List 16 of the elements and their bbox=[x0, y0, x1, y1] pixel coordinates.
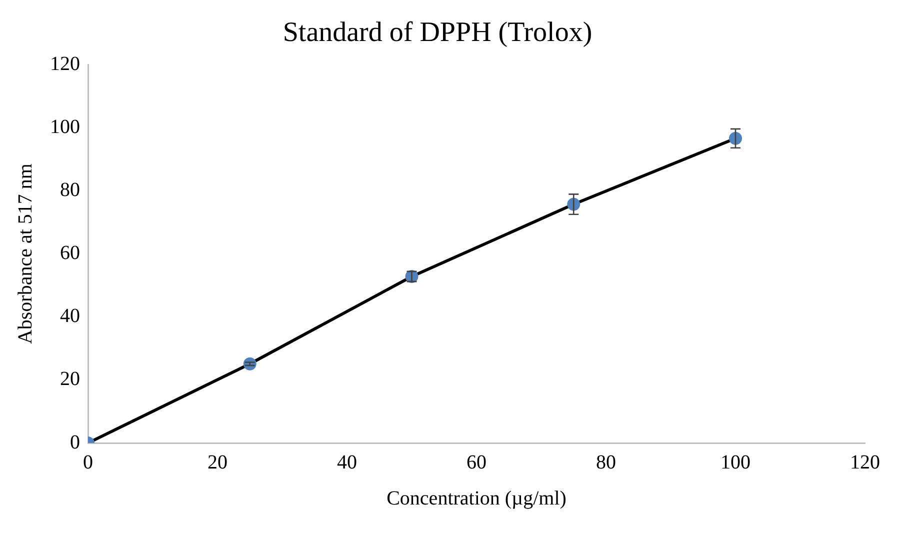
x-tick-label: 60 bbox=[466, 451, 486, 474]
y-tick-label: 20 bbox=[60, 368, 80, 390]
x-tick-label: 40 bbox=[337, 451, 357, 474]
y-tick-label: 40 bbox=[60, 305, 80, 328]
x-tick-label: 20 bbox=[208, 451, 228, 474]
x-tick-label: 120 bbox=[850, 451, 880, 474]
chart-title: Standard of DPPH (Trolox) bbox=[282, 17, 592, 48]
y-tick-label: 100 bbox=[50, 116, 80, 138]
x-tick-label: 80 bbox=[596, 451, 616, 474]
y-axis-title: Absorbance at 517 nm bbox=[14, 163, 36, 344]
y-tick-label: 80 bbox=[60, 178, 80, 201]
y-tick-label: 60 bbox=[60, 242, 80, 264]
y-tick-label: 120 bbox=[50, 52, 80, 75]
x-axis-title: Concentration (µg/ml) bbox=[386, 487, 566, 510]
x-tick-label: 100 bbox=[720, 451, 750, 474]
y-tick-label: 0 bbox=[70, 431, 80, 454]
